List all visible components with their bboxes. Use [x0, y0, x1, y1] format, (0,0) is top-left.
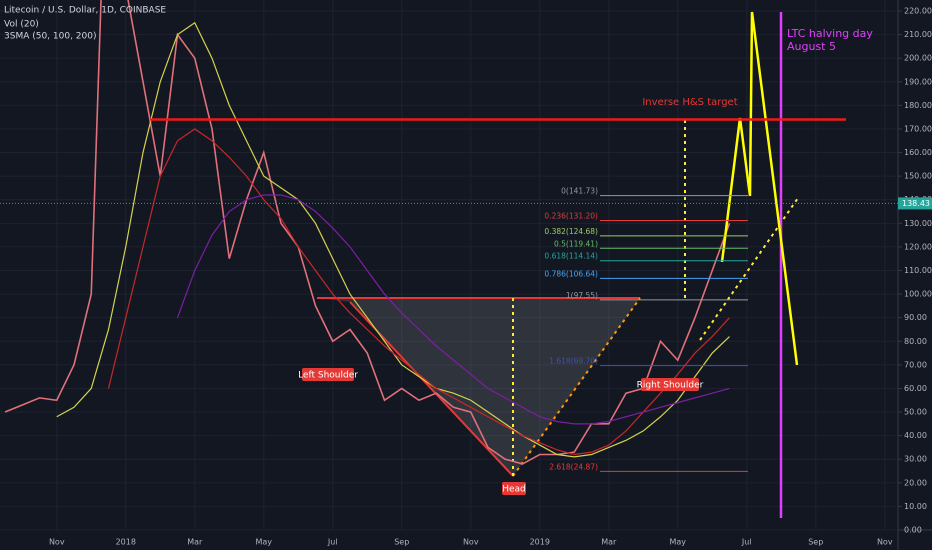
y-tick-label: 210.00 [904, 30, 932, 39]
fib-label: 2.618(24.87) [549, 462, 598, 471]
pattern-label: Left Shoulder [298, 371, 358, 381]
y-tick-label: 150.00 [904, 172, 932, 181]
halving-label: LTC halving day [787, 27, 873, 40]
x-tick-label: 2019 [530, 538, 550, 547]
y-tick-label: 10.00 [904, 502, 927, 511]
pattern-label: Right Shoulder [637, 381, 704, 391]
y-tick-label: 220.00 [904, 7, 932, 16]
projection-arrows [720, 11, 799, 366]
y-tick-label: 180.00 [904, 101, 932, 110]
x-tick-label: Nov [49, 538, 65, 547]
x-tick-label: Jul [327, 538, 338, 547]
fib-label: 0.786(106.64) [544, 269, 598, 278]
indicator-label: Vol (20) [4, 20, 39, 30]
y-tick-label: 20.00 [904, 478, 927, 487]
x-tick-label: May [255, 538, 272, 547]
sma-line [107, 128, 730, 456]
y-tick-label: 40.00 [904, 431, 927, 440]
fib-label: 0.236(131.20) [544, 211, 598, 220]
x-tick-label: Sep [808, 538, 823, 547]
pattern-tag [302, 368, 354, 381]
y-tick-label: 80.00 [904, 337, 927, 346]
fib-label: 1(97.55) [566, 291, 598, 300]
pattern-label: Head [502, 485, 526, 495]
y-tick-label: 200.00 [904, 54, 932, 63]
y-tick-label: 0.00 [904, 526, 922, 535]
last-price-label: 138.43 [902, 199, 930, 208]
indicator-label: 3SMA (50, 100, 200) [4, 32, 97, 42]
y-tick-label: 130.00 [904, 219, 932, 228]
target-label: Inverse H&S target [642, 97, 737, 108]
x-tick-label: May [669, 538, 686, 547]
y-tick-label: 60.00 [904, 384, 927, 393]
fib-label: 0.618(114.14) [544, 252, 598, 261]
last-price-tag [898, 197, 932, 210]
y-tick-label: 110.00 [904, 266, 932, 275]
x-tick-label: Nov [877, 538, 893, 547]
fib-label: 0.5(119.41) [554, 239, 598, 248]
fib-label: 0(141.73) [561, 187, 598, 196]
y-tick-label: 100.00 [904, 290, 932, 299]
x-tick-label: Mar [187, 538, 203, 547]
y-tick-label: 160.00 [904, 148, 932, 157]
y-tick-label: 30.00 [904, 455, 927, 464]
chart-title: Litecoin / U.S. Dollar, 1D, COINBASE [4, 6, 166, 16]
sma-line [176, 194, 730, 425]
fib-label: 1.618(69.70) [549, 357, 598, 366]
y-tick-label: 170.00 [904, 124, 932, 133]
pattern-area [317, 298, 640, 476]
x-tick-label: 2018 [116, 538, 136, 547]
x-tick-label: Jul [741, 538, 752, 547]
series-group [4, 0, 731, 465]
price-line [4, 0, 731, 465]
y-tick-label: 90.00 [904, 313, 927, 322]
x-tick-label: Sep [394, 538, 409, 547]
y-tick-label: 50.00 [904, 408, 927, 417]
trend-line [512, 297, 641, 477]
support-line [699, 197, 799, 341]
x-tick-label: Nov [463, 538, 479, 547]
y-tick-label: 190.00 [904, 77, 932, 86]
y-tick-label: 120.00 [904, 242, 932, 251]
pattern-tag [641, 378, 699, 391]
x-tick-label: Mar [601, 538, 617, 547]
pattern-tag [502, 482, 526, 495]
fib-label: 0.382(124.68) [544, 227, 598, 236]
halving-label: August 5 [787, 40, 836, 53]
y-tick-label: 70.00 [904, 360, 927, 369]
